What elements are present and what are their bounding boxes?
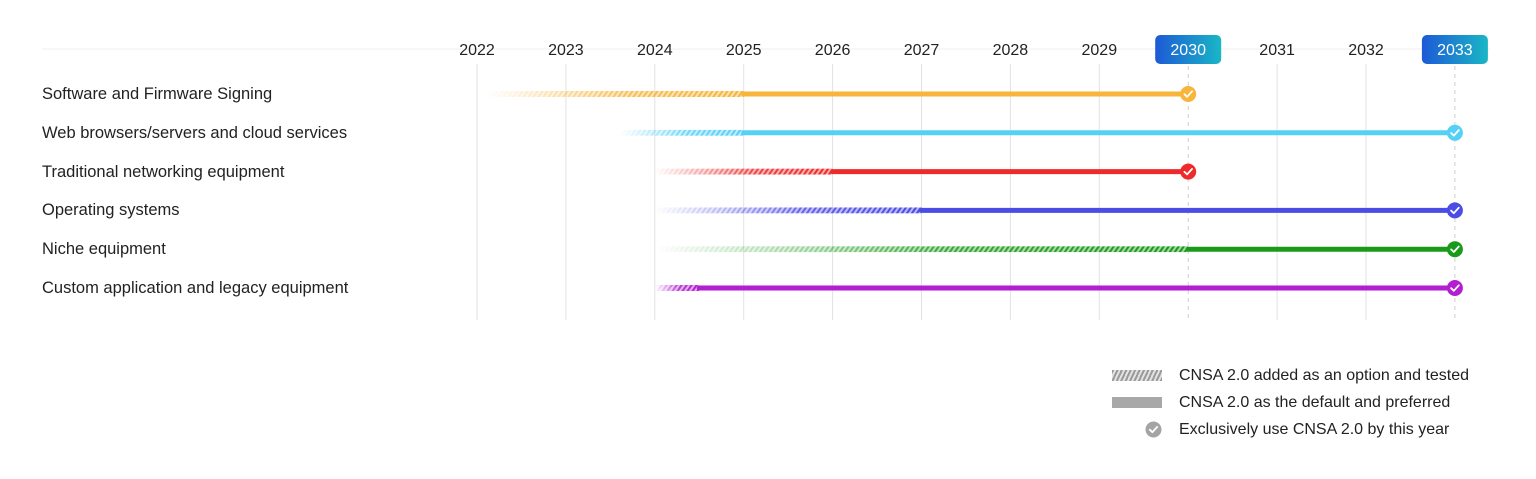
option-segment-5 (654, 285, 700, 291)
check-icon (1450, 284, 1460, 292)
series-2 (654, 163, 1197, 180)
exclusive-marker-2 (1180, 163, 1197, 180)
exclusive-marker-5 (1446, 280, 1463, 296)
exclusive-marker-1 (1446, 124, 1463, 141)
row-label: Web browsers/servers and cloud services (42, 123, 348, 142)
legend-label-check: Exclusively use CNSA 2.0 by this year (1179, 421, 1450, 438)
hatched-swatch (1112, 370, 1162, 381)
year-tick-2027: 2027 (904, 42, 940, 59)
check-icon (1183, 90, 1193, 98)
option-segment-4 (654, 246, 1189, 253)
year-tick-2032: 2032 (1348, 42, 1384, 59)
legend-label-solid: CNSA 2.0 as the default and preferred (1179, 394, 1451, 411)
check-circle-icon (1145, 421, 1162, 438)
check-icon (1450, 206, 1460, 215)
check-icon (1450, 129, 1460, 137)
year-tick-2023: 2023 (548, 42, 584, 59)
year-tick-2025: 2025 (726, 42, 762, 59)
row-label: Traditional networking equipment (42, 162, 285, 181)
year-highlight-2030 (1155, 35, 1222, 64)
exclusive-marker-3 (1446, 202, 1463, 219)
year-tick-2030: 2030 (1170, 42, 1206, 59)
option-segment-1 (619, 129, 744, 136)
exclusive-marker-4 (1446, 241, 1463, 258)
grid-layer (42, 48, 1490, 320)
year-highlight-2033 (1421, 35, 1488, 64)
series-1 (619, 124, 1463, 141)
series-4 (654, 241, 1463, 258)
row-label: Niche equipment (42, 240, 166, 259)
year-tick-2024: 2024 (637, 42, 673, 59)
year-tick-2029: 2029 (1082, 42, 1118, 59)
exclusive-marker-0 (1180, 86, 1197, 102)
option-segment-0 (485, 91, 744, 97)
year-tick-layer: 2022 2023 2024 2025 2026 2027 2028 2029 2030 2031… (459, 35, 1488, 64)
series-3 (654, 202, 1463, 219)
check-icon (1450, 245, 1460, 253)
series-0 (485, 86, 1197, 102)
year-tick-2026: 2026 (815, 42, 851, 59)
bar-layer (485, 86, 1463, 296)
year-tick-2028: 2028 (993, 42, 1029, 59)
year-tick-2033: 2033 (1437, 42, 1473, 59)
series-5 (654, 280, 1463, 296)
option-segment-3 (654, 207, 922, 214)
solid-swatch (1112, 397, 1162, 408)
row-label: Operating systems (42, 201, 180, 220)
legend-label-hatched: CNSA 2.0 added as an option and tested (1179, 367, 1469, 384)
year-tick-2031: 2031 (1259, 42, 1295, 59)
row-label: Software and Firmware Signing (42, 85, 273, 103)
check-icon (1183, 168, 1193, 176)
check-swatch (1112, 421, 1162, 438)
option-segment-2 (654, 168, 833, 175)
year-tick-2022: 2022 (459, 42, 495, 59)
row-label: Custom application and legacy equipment (42, 279, 349, 297)
